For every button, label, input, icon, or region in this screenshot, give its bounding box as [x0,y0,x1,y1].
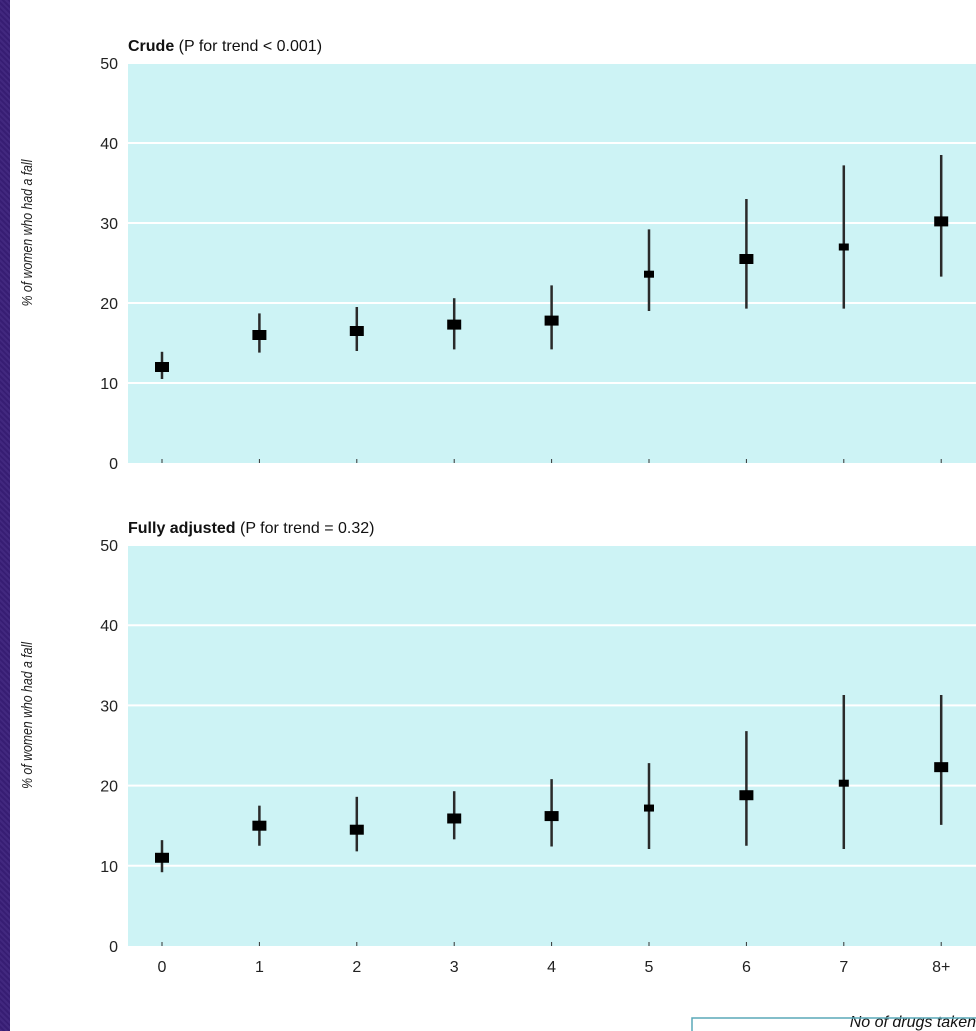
data-point [739,254,754,264]
data-point [544,811,559,822]
y-tick-label: 10 [100,859,118,876]
x-tick-label: 3 [450,959,459,976]
y-tick-label: 40 [100,618,118,635]
x-axis-label: No of drugs taken [850,1014,976,1031]
caption-frame [691,1017,976,1031]
x-tick-label: 2 [352,959,361,976]
x-tick-label: 7 [839,959,848,976]
data-point [349,824,364,835]
x-tick-label: 5 [645,959,654,976]
data-point [155,362,169,372]
chart-title-rest: (P for trend = 0.32) [236,520,375,537]
y-tick-label: 0 [109,456,118,473]
y-tick-label: 30 [100,216,118,233]
data-point [838,243,849,251]
data-point [252,820,267,831]
y-tick-label: 50 [100,56,118,73]
y-tick-label: 20 [100,779,118,796]
x-tick-label: 4 [547,959,556,976]
data-point [349,326,364,336]
chart-title: Fully adjusted (P for trend = 0.32) [128,520,374,537]
data-point [739,790,754,801]
data-point [644,270,654,278]
data-point [644,804,654,812]
figure-panel: 0 10 20 30 40 50 Crude (P for trend < 0.001)% … [10,0,976,1031]
y-tick-label: 40 [100,136,118,153]
chart-title-rest: (P for trend < 0.001) [174,38,322,55]
data-point [447,813,462,824]
y-tick-label: 30 [100,698,118,715]
data-point [544,315,559,326]
data-point [934,216,949,227]
y-axis-label: % of women who had a fall [19,159,35,307]
x-tick-label: 6 [742,959,751,976]
x-tick-label: 8+ [932,959,950,976]
data-point [447,319,462,330]
chart-panel-1: 0 10 20 30 40 50 Crude (P for trend < 0.001) % … [19,38,976,473]
plot-area [128,545,976,946]
data-point [934,762,949,773]
x-tick-label: 1 [255,959,264,976]
y-tick-label: 10 [100,376,118,393]
data-point [252,330,267,340]
y-axis-label: % of women who had a fall [19,641,35,789]
x-tick-label: 0 [158,959,167,976]
y-tick-label: 0 [109,939,118,956]
y-tick-label: 50 [100,538,118,555]
chart-title-bold: Fully adjusted [128,520,236,537]
chart-title-bold: Crude [128,38,174,55]
chart-title: Crude (P for trend < 0.001) [128,38,322,55]
data-point [155,852,169,863]
y-tick-label: 20 [100,296,118,313]
data-point [838,779,849,787]
plot-area [128,63,976,463]
